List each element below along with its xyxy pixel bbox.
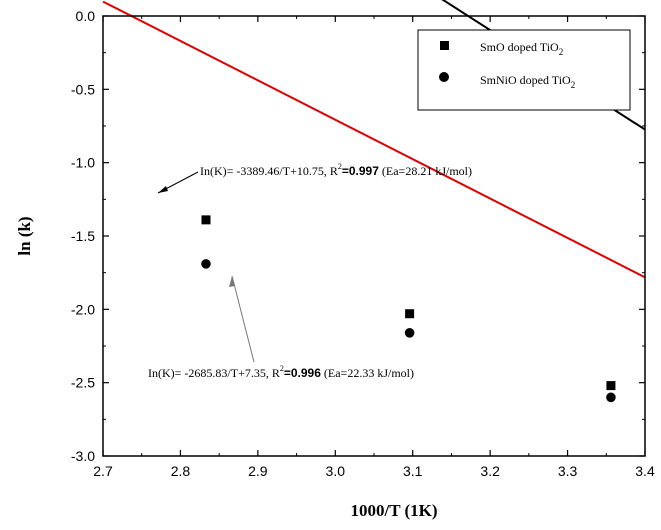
data-point-square (405, 309, 415, 319)
legend: SmO doped TiO2 SmNiO doped TiO2 (417, 29, 631, 111)
data-point-square (201, 215, 211, 225)
legend-label-1: SmNiO doped TiO2 (480, 73, 575, 90)
data-point-circle (606, 392, 616, 403)
fit-equation-0: In(K)= -3389.46/T+10.75, R2=0.997 (Ea=28… (200, 162, 472, 178)
data-point-circle (404, 328, 415, 338)
x-tick-label: 2.7 (93, 463, 113, 479)
y-tick-label: 0.0 (76, 8, 96, 24)
y-tick-label: -3.0 (71, 448, 95, 464)
annotation-arrowhead-1 (229, 276, 235, 287)
y-tick-label: -2.0 (71, 301, 95, 317)
x-tick-label: 3.3 (558, 463, 578, 479)
annotation-arrowhead-0 (158, 186, 168, 193)
data-point-circle (201, 259, 211, 269)
x-tick-label: 2.9 (248, 463, 268, 479)
fit-line-1 (102, 0, 646, 279)
y-tick-label: -2.5 (71, 375, 95, 391)
x-tick-label: 3.2 (480, 463, 500, 479)
x-axis-label: 1000/T (1K) (350, 501, 437, 520)
y-axis-label: ln (k) (15, 216, 34, 255)
legend-marker-circle (439, 72, 449, 82)
x-tick-label: 3.4 (635, 463, 655, 479)
data-point-square (606, 381, 616, 391)
fit-equation-1: In(K)= -2685.83/T+7.35, R2=0.996 (Ea=22.… (148, 364, 414, 380)
y-tick-label: -0.5 (71, 81, 95, 97)
y-tick-label: -1.5 (71, 228, 95, 244)
legend-box (417, 29, 631, 111)
x-tick-label: 3.0 (326, 463, 346, 479)
legend-label-0: SmO doped TiO2 (480, 40, 563, 57)
annotation-arrow-1 (231, 275, 255, 363)
x-tick-label: 3.1 (403, 463, 423, 479)
legend-marker-square (440, 41, 449, 50)
x-tick-label: 2.8 (171, 463, 191, 479)
y-tick-label: -1.0 (71, 155, 95, 171)
